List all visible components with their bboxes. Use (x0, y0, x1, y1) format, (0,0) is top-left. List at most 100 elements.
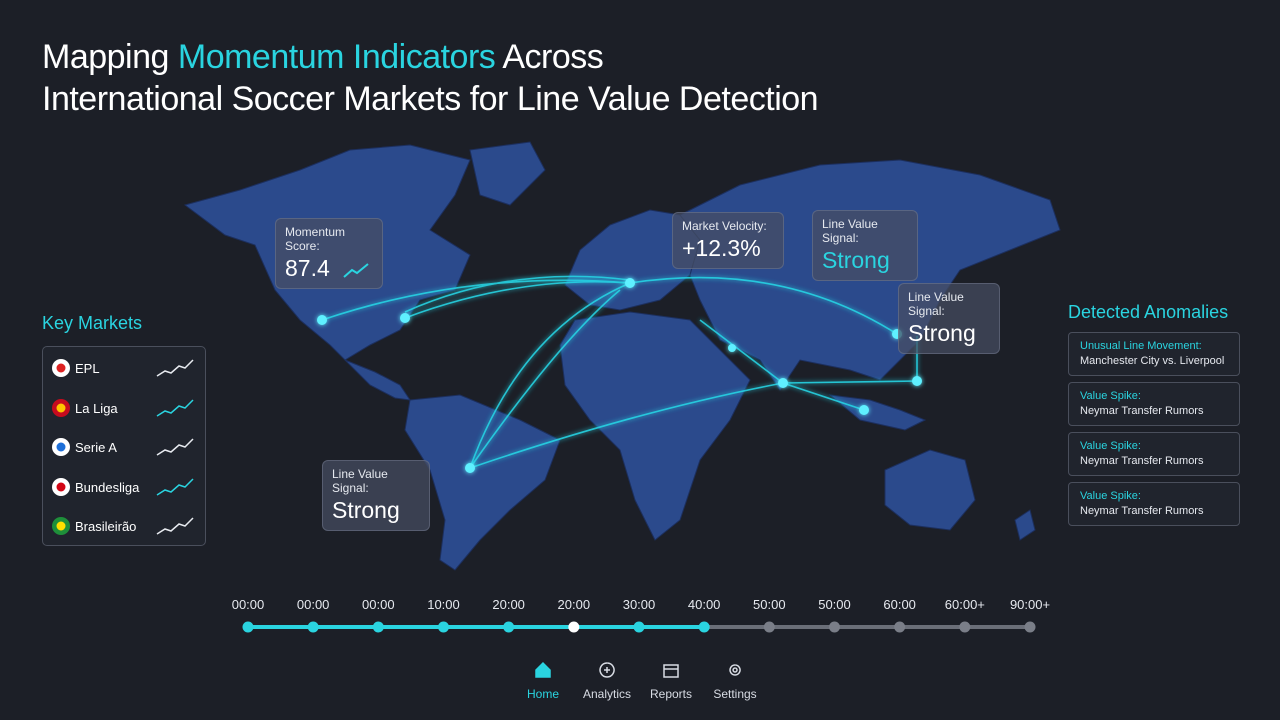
connection (469, 382, 784, 469)
callout: Line Value Signal: Strong (898, 283, 1000, 354)
nav-item[interactable]: Analytics (572, 660, 642, 701)
market-row[interactable]: EPL (51, 355, 199, 381)
timeline-label: 90:00+ (1009, 597, 1051, 612)
timeline-dot[interactable] (503, 621, 515, 633)
sparkline (156, 438, 194, 456)
page-title: Mapping Momentum Indicators Across Inter… (42, 36, 819, 120)
timeline-label: 60:00+ (944, 597, 985, 612)
nav-icon (599, 662, 615, 678)
nav-label: Home (526, 687, 559, 701)
market-row[interactable]: Brasileirão (51, 513, 199, 539)
market-row[interactable]: La Liga (51, 395, 199, 421)
sparkline (156, 359, 194, 377)
connection (404, 280, 631, 319)
anomaly-card[interactable]: Value Spike: Neymar Transfer Rumors (1068, 382, 1240, 426)
sparkline-path (156, 438, 194, 456)
sparkline (156, 398, 194, 417)
nav-icon-shape (729, 664, 741, 676)
central-america (344, 359, 412, 401)
market-node (728, 344, 736, 352)
timeline-dot[interactable] (438, 621, 449, 633)
title-text: Across (502, 38, 604, 76)
timeline-dot[interactable] (568, 621, 580, 633)
icon-fg (56, 363, 66, 373)
timeline-label: 00:00 (362, 597, 395, 612)
anomaly-detail: Neymar Transfer Rumors (1080, 405, 1204, 417)
icon-fg (56, 403, 66, 412)
nav-item[interactable]: Reports (636, 660, 706, 701)
market-name: EPL (75, 361, 100, 376)
market-name: La Liga (75, 400, 118, 416)
timeline-dot[interactable] (633, 621, 645, 633)
timeline-dot[interactable] (763, 621, 775, 633)
timeline-dot[interactable] (242, 621, 254, 633)
timeline-dot[interactable] (307, 621, 319, 633)
timeline-label: 30:00 (622, 597, 656, 612)
nav-label: Settings (713, 687, 757, 701)
title-text: International Soccer Markets for Line Va… (42, 80, 819, 118)
connection (469, 282, 631, 469)
anomaly-title: Value Spike: (1080, 440, 1141, 452)
callout-label: Momentum Score: (285, 225, 346, 253)
callout-label: Line Value Signal: (332, 467, 388, 495)
callout: Market Velocity: +12.3% (672, 212, 784, 269)
anomaly-detail: Neymar Transfer Rumors (1080, 505, 1204, 517)
timeline-label: 50:00 (753, 597, 786, 612)
sparkline-path (156, 477, 194, 496)
callout-value: Strong (332, 497, 400, 523)
australia (884, 449, 976, 531)
timeline-dot[interactable] (698, 621, 710, 633)
callout: Momentum Score: 87.4 (275, 218, 383, 289)
nav-item[interactable]: Home (508, 660, 578, 701)
nav-icon (729, 664, 741, 676)
market-name: Bundesliga (75, 479, 140, 495)
nav-item[interactable]: Settings (700, 660, 770, 701)
southeast-asia (828, 394, 927, 431)
connection (321, 279, 631, 321)
market-name: Brasileirão (75, 519, 137, 534)
callout: Line Value Signal: Strong (812, 210, 918, 281)
anomaly-detail: Neymar Transfer Rumors (1080, 455, 1204, 467)
nav-label: Analytics (582, 687, 632, 701)
nav-label: Reports (649, 687, 693, 701)
nav-icon (663, 664, 679, 678)
title-text: Mapping (42, 38, 169, 76)
nav-icon-shape (599, 662, 615, 678)
timeline-dot[interactable] (372, 621, 384, 633)
timeline-dot[interactable] (894, 621, 906, 633)
market-icon (52, 359, 70, 377)
anomaly-card[interactable]: Value Spike: Neymar Transfer Rumors (1068, 482, 1240, 526)
market-row[interactable]: Serie A (51, 434, 199, 460)
anomaly-card[interactable]: Value Spike: Neymar Transfer Rumors (1068, 432, 1240, 476)
title-highlight: Momentum Indicators (177, 38, 496, 76)
trend-line (343, 263, 369, 278)
market-icon (52, 477, 70, 496)
callout-label: Line Value Signal: (908, 290, 964, 318)
market-node (465, 463, 475, 473)
timeline-dot[interactable] (1024, 621, 1036, 633)
timeline-dot[interactable] (959, 621, 971, 633)
market-row[interactable]: Bundesliga (51, 474, 199, 500)
market-node (778, 378, 788, 388)
anomaly-title: Value Spike: (1080, 490, 1141, 502)
market-icon (52, 398, 70, 417)
connection (469, 289, 621, 469)
greenland (469, 141, 546, 206)
sparkline-path (156, 517, 194, 535)
timeline-label: 60:00 (883, 597, 916, 612)
anomaly-card[interactable]: Unusual Line Movement: Manchester City vs… (1068, 332, 1240, 376)
sparkline-path (156, 359, 194, 377)
sparkline (156, 477, 194, 496)
timeline-label: 50:00 (818, 597, 851, 612)
callout-label: Line Value Signal: (822, 217, 878, 245)
timeline-dot[interactable] (829, 621, 840, 633)
new-zealand (1014, 509, 1036, 541)
key-markets-list: EPL La Liga Serie A Bundesliga Brasileirão (42, 346, 206, 546)
market-node (400, 313, 410, 323)
sparkline-path (156, 398, 194, 417)
market-node (912, 376, 922, 386)
timeline (242, 621, 1036, 633)
callout-value: 87.4 (285, 255, 373, 282)
market-node (625, 278, 635, 288)
